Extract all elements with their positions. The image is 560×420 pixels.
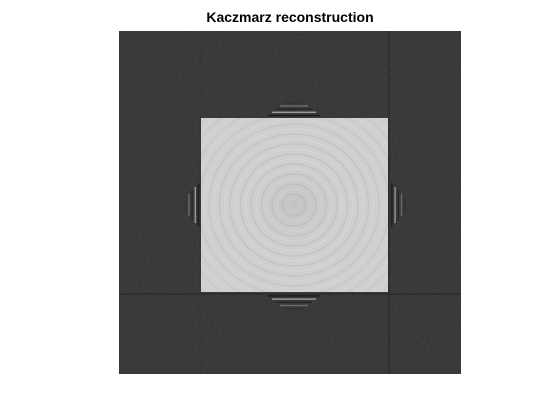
figure-title: Kaczmarz reconstruction [206,9,374,25]
reconstruction-image [119,31,461,374]
reconstructed-square [201,118,388,292]
